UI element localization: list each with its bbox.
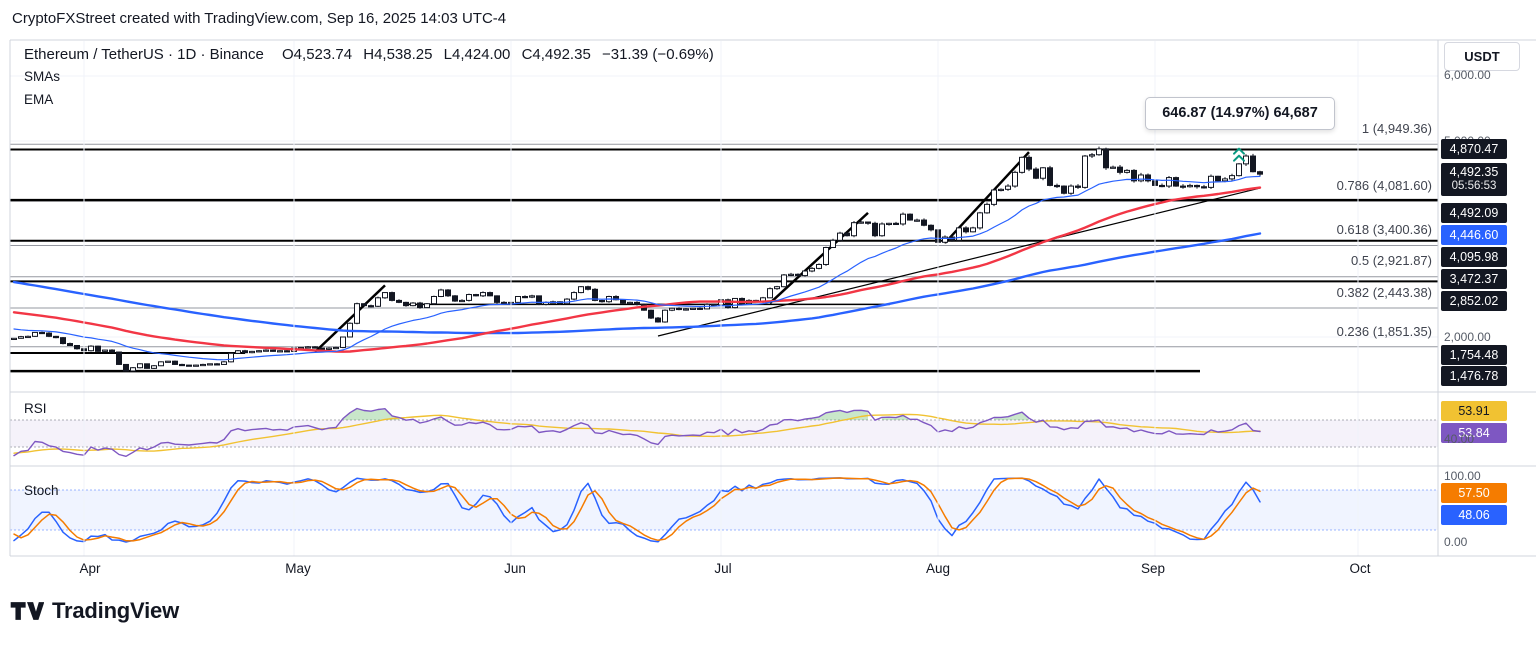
current-price-badge: 4,492.35 05:56:53	[1441, 163, 1507, 196]
tradingview-logo-icon	[10, 599, 44, 623]
stoch-tick-0: 0.00	[1444, 535, 1467, 549]
open-value: O4,523.74	[282, 46, 352, 63]
level-price-badge: 2,852.02	[1441, 291, 1507, 311]
fib-label-0236: 0.236 (1,851.35)	[1337, 324, 1432, 339]
ma-price-badge: 4,446.60	[1441, 225, 1507, 245]
tradingview-logo[interactable]: TradingView	[10, 598, 179, 624]
level-price-badge: 4,492.09	[1441, 203, 1507, 223]
rsi-indicator-title[interactable]: RSI	[24, 401, 47, 416]
attribution-text: CryptoFXStreet created with TradingView.…	[12, 10, 506, 27]
measurement-tooltip: 646.87 (14.97%) 64,687	[1145, 97, 1335, 130]
month-label-may: May	[276, 561, 320, 576]
stoch-d-badge: 57.50	[1441, 483, 1507, 503]
sma-indicator-legend[interactable]: SMAs	[24, 69, 60, 84]
fib-label-1: 1 (4,949.36)	[1362, 121, 1432, 136]
close-value: C4,492.35	[522, 46, 591, 63]
level-price-badge: 1,754.48	[1441, 345, 1507, 365]
level-price-badge: 3,472.37	[1441, 269, 1507, 289]
high-value: H4,538.25	[363, 46, 432, 63]
stoch-k-badge: 48.06	[1441, 505, 1507, 525]
fib-label-0618: 0.618 (3,400.36)	[1337, 222, 1432, 237]
price-tick-2000: 2,000.00	[1444, 330, 1491, 344]
level-price-badge: 1,476.78	[1441, 366, 1507, 386]
tradingview-chart-page: CryptoFXStreet created with TradingView.…	[0, 0, 1536, 662]
level-price-badge: 4,870.47	[1441, 139, 1507, 159]
month-label-oct: Oct	[1338, 561, 1382, 576]
month-label-apr: Apr	[68, 561, 112, 576]
chart-header: Ethereum / TetherUS · 1D · Binance O4,52…	[24, 46, 721, 63]
month-label-jul: Jul	[701, 561, 745, 576]
tradingview-logo-text: TradingView	[52, 598, 179, 624]
symbol-title[interactable]: Ethereum / TetherUS · 1D · Binance	[24, 46, 264, 63]
change-value: −31.39 (−0.69%)	[602, 46, 714, 63]
month-label-sep: Sep	[1131, 561, 1175, 576]
stoch-indicator-title[interactable]: Stoch	[24, 483, 59, 498]
fib-label-0382: 0.382 (2,443.38)	[1337, 285, 1432, 300]
level-price-badge: 4,095.98	[1441, 247, 1507, 267]
rsi-ma-badge: 53.91	[1441, 401, 1507, 421]
ema-indicator-legend[interactable]: EMA	[24, 92, 53, 107]
month-label-aug: Aug	[916, 561, 960, 576]
rsi-tick-40: 40.00	[1444, 432, 1474, 446]
price-tick-6000: 6,000.00	[1444, 68, 1491, 82]
fib-label-0786: 0.786 (4,081.60)	[1337, 178, 1432, 193]
current-price-value: 4,492.35	[1447, 165, 1501, 180]
low-value: L4,424.00	[444, 46, 511, 63]
time-axis[interactable]	[0, 557, 1536, 585]
stoch-tick-100: 100.00	[1444, 469, 1481, 483]
month-label-jun: Jun	[493, 561, 537, 576]
bar-countdown: 05:56:53	[1447, 180, 1501, 193]
fib-label-05: 0.5 (2,921.87)	[1351, 253, 1432, 268]
